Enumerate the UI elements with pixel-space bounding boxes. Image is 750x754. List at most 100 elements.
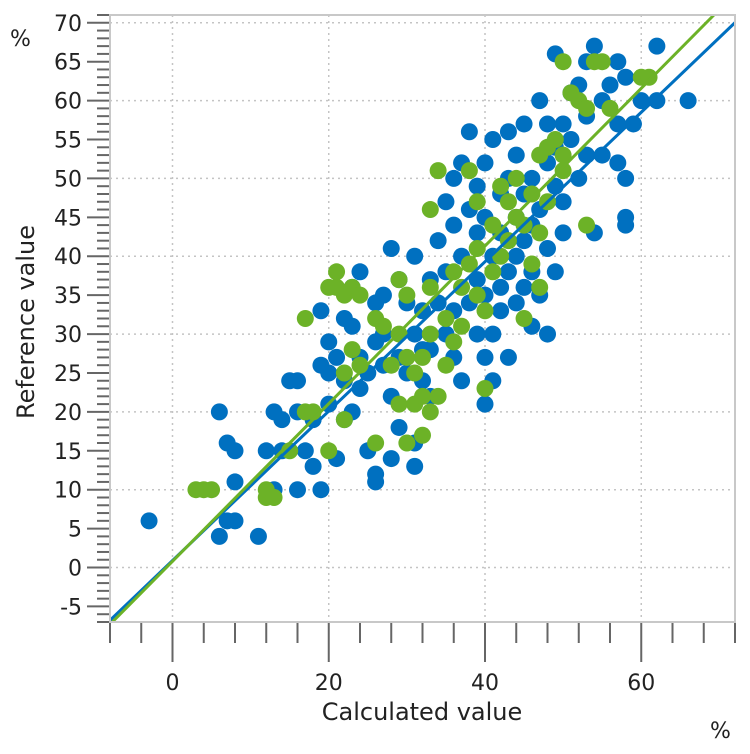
data-point-blue	[617, 169, 635, 187]
data-point-blue	[351, 263, 369, 281]
data-point-blue	[343, 317, 361, 335]
data-point-blue	[140, 512, 158, 530]
data-point-green	[554, 162, 572, 180]
data-point-blue	[289, 481, 306, 499]
data-point-green	[593, 53, 611, 71]
x-tick-label: 0	[166, 671, 180, 696]
data-point-blue	[624, 115, 642, 133]
data-point-blue	[445, 169, 463, 187]
data-point-green	[421, 278, 439, 296]
data-point-green	[484, 263, 502, 281]
data-point-green	[578, 99, 596, 117]
data-point-blue	[304, 457, 322, 475]
data-points	[140, 37, 697, 545]
y-tick-label: 60	[54, 90, 82, 115]
data-point-blue	[554, 115, 572, 133]
data-point-green	[453, 278, 471, 296]
data-point-blue	[507, 294, 525, 312]
data-point-green	[468, 193, 486, 211]
data-point-blue	[554, 193, 572, 211]
data-point-blue	[617, 208, 635, 226]
data-point-blue	[468, 177, 486, 195]
data-point-blue	[328, 348, 346, 366]
data-point-green	[578, 216, 596, 234]
data-point-green	[554, 146, 572, 164]
data-point-blue	[296, 442, 314, 460]
x-tick-label: 60	[627, 671, 655, 696]
data-point-blue	[539, 239, 556, 257]
data-point-blue	[648, 92, 666, 110]
data-point-green	[531, 278, 549, 296]
data-point-blue	[476, 154, 494, 172]
data-point-blue	[499, 348, 517, 366]
data-point-blue	[249, 527, 267, 545]
y-tick-label: 5	[68, 518, 82, 543]
data-point-green	[414, 387, 431, 405]
y-axis-title: Reference value	[12, 225, 40, 419]
data-point-blue	[289, 372, 306, 390]
data-point-green	[343, 341, 361, 359]
data-point-blue	[507, 247, 525, 265]
data-point-green	[476, 302, 494, 320]
data-point-blue	[539, 115, 556, 133]
data-point-blue	[499, 263, 517, 281]
y-tick-label: 40	[54, 245, 82, 270]
data-point-blue	[523, 169, 541, 187]
y-tick-label: 25	[54, 362, 82, 387]
data-point-blue	[546, 263, 564, 281]
data-point-blue	[406, 247, 424, 265]
data-point-blue	[476, 395, 494, 413]
data-point-green	[484, 216, 502, 234]
data-point-blue	[437, 193, 455, 211]
data-point-green	[421, 325, 439, 343]
data-point-green	[476, 380, 494, 398]
data-point-green	[437, 356, 455, 374]
data-point-green	[445, 263, 463, 281]
data-point-green	[414, 348, 431, 366]
data-point-green	[398, 286, 416, 304]
y-tick-label: 35	[54, 284, 82, 309]
data-point-blue	[515, 115, 533, 133]
data-point-blue	[210, 403, 228, 421]
data-point-green	[460, 255, 478, 273]
data-point-blue	[539, 325, 556, 343]
data-point-green	[374, 317, 392, 335]
data-point-green	[421, 201, 439, 219]
data-point-blue	[320, 364, 338, 382]
data-point-green	[554, 53, 572, 71]
data-point-green	[437, 310, 455, 327]
data-point-blue	[468, 224, 486, 242]
data-point-blue	[320, 333, 338, 351]
x-tick-label: 40	[471, 671, 499, 696]
y-tick-label: 55	[54, 129, 82, 154]
data-point-green	[546, 131, 564, 149]
y-tick-label: 30	[54, 323, 82, 348]
data-point-green	[328, 263, 346, 281]
y-tick-label: 50	[54, 167, 82, 192]
data-point-green	[492, 177, 510, 195]
data-point-green	[406, 364, 424, 382]
data-point-blue	[609, 53, 627, 71]
data-point-blue	[257, 442, 275, 460]
data-point-blue	[273, 411, 291, 429]
data-point-blue	[382, 450, 400, 468]
data-point-blue	[601, 76, 619, 94]
data-point-blue	[429, 232, 447, 250]
data-point-blue	[531, 92, 549, 110]
data-point-green	[429, 387, 447, 405]
data-point-blue	[312, 302, 330, 320]
data-point-green	[320, 442, 338, 460]
data-point-blue	[476, 348, 494, 366]
data-point-blue	[374, 286, 392, 304]
data-point-green	[460, 162, 478, 180]
y-tick-label: 10	[54, 479, 82, 504]
data-point-blue	[460, 123, 478, 141]
data-point-green	[468, 286, 486, 304]
data-point-green	[390, 395, 408, 413]
data-point-green	[429, 162, 447, 180]
data-point-blue	[507, 146, 525, 164]
data-point-blue	[468, 325, 486, 343]
data-point-blue	[562, 131, 580, 149]
data-point-green	[335, 411, 353, 429]
